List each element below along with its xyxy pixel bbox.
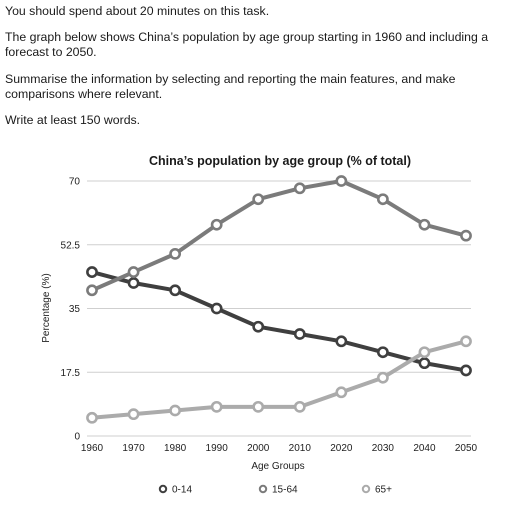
series-line [91, 339, 467, 420]
population-line-chart: China’s population by age group (% of to… [41, 154, 478, 496]
instruction-summarise: Summarise the information by selecting a… [5, 71, 456, 101]
legend-marker [361, 484, 371, 494]
data-point [376, 371, 389, 384]
data-point [418, 346, 431, 359]
y-axis-label: Percentage (%) [41, 273, 52, 342]
legend-label: 0-14 [172, 485, 192, 496]
instruction-time: You should spend about 20 minutes on thi… [5, 4, 270, 18]
chart-legend: 0-14 15-64 65+ [158, 484, 392, 496]
legend-item: 0-14 [158, 484, 192, 496]
series-line [91, 179, 467, 293]
data-point [86, 411, 98, 424]
data-point [376, 193, 389, 206]
series-0-14 [86, 266, 472, 377]
data-point [210, 218, 223, 231]
x-tick-label: 2000 [247, 443, 270, 454]
chart-gridlines [87, 180, 471, 437]
data-point [252, 320, 265, 333]
data-point [335, 335, 348, 348]
data-point [460, 229, 472, 242]
instruction-graph-description: The graph below shows China’s population… [5, 30, 489, 60]
data-point [169, 284, 182, 297]
x-tick-label: 2020 [330, 443, 353, 454]
y-tick-label: 70 [69, 177, 81, 188]
data-point [460, 364, 472, 377]
legend-label: 15-64 [272, 485, 298, 496]
y-tick-label: 52.5 [61, 240, 81, 251]
legend-marker [258, 484, 268, 494]
data-point [460, 335, 472, 348]
data-point [127, 408, 140, 421]
y-axis-tick-labels: 0 17.5 35 52.5 70 [61, 177, 81, 443]
data-point [335, 175, 348, 187]
data-point [418, 218, 431, 231]
data-point [169, 404, 182, 417]
chart-series [86, 175, 472, 424]
data-point [127, 266, 140, 278]
y-tick-label: 0 [74, 432, 80, 443]
x-tick-label: 1990 [206, 443, 229, 454]
data-point [418, 357, 431, 370]
x-tick-label: 1960 [81, 443, 104, 454]
data-point [86, 284, 98, 297]
x-tick-label: 2010 [289, 443, 312, 454]
x-tick-label: 2050 [455, 443, 478, 454]
task-instructions: You should spend about 20 minutes on thi… [5, 4, 509, 139]
data-point [252, 400, 265, 413]
series-65+ [86, 335, 472, 424]
x-tick-label: 2030 [372, 443, 395, 454]
chart-title: China’s population by age group (% of to… [149, 154, 411, 168]
data-point [376, 346, 389, 359]
legend-label: 65+ [375, 485, 392, 496]
instruction-word-count: Write at least 150 words. [5, 113, 141, 128]
data-point [335, 386, 348, 399]
x-axis-label: Age Groups [251, 461, 304, 472]
series-15-64 [86, 175, 472, 297]
legend-marker [158, 484, 168, 494]
data-point [293, 328, 306, 340]
x-tick-label: 1970 [122, 443, 145, 454]
x-tick-label: 1980 [164, 443, 187, 454]
data-point [252, 193, 265, 206]
data-point [86, 266, 98, 278]
data-point [293, 182, 306, 195]
data-point [169, 247, 182, 260]
data-point [127, 277, 140, 289]
x-axis-tick-labels: 1960 1970 1980 1990 2000 2010 2020 2030 2040 2050 [81, 443, 478, 454]
series-line [91, 270, 467, 373]
legend-item: 65+ [361, 484, 392, 496]
data-point [293, 400, 306, 413]
data-point [210, 400, 223, 413]
data-point [210, 302, 223, 315]
y-tick-label: 35 [69, 304, 81, 315]
x-tick-label: 2040 [413, 443, 436, 454]
y-tick-label: 17.5 [61, 368, 81, 379]
legend-item: 15-64 [258, 484, 298, 496]
